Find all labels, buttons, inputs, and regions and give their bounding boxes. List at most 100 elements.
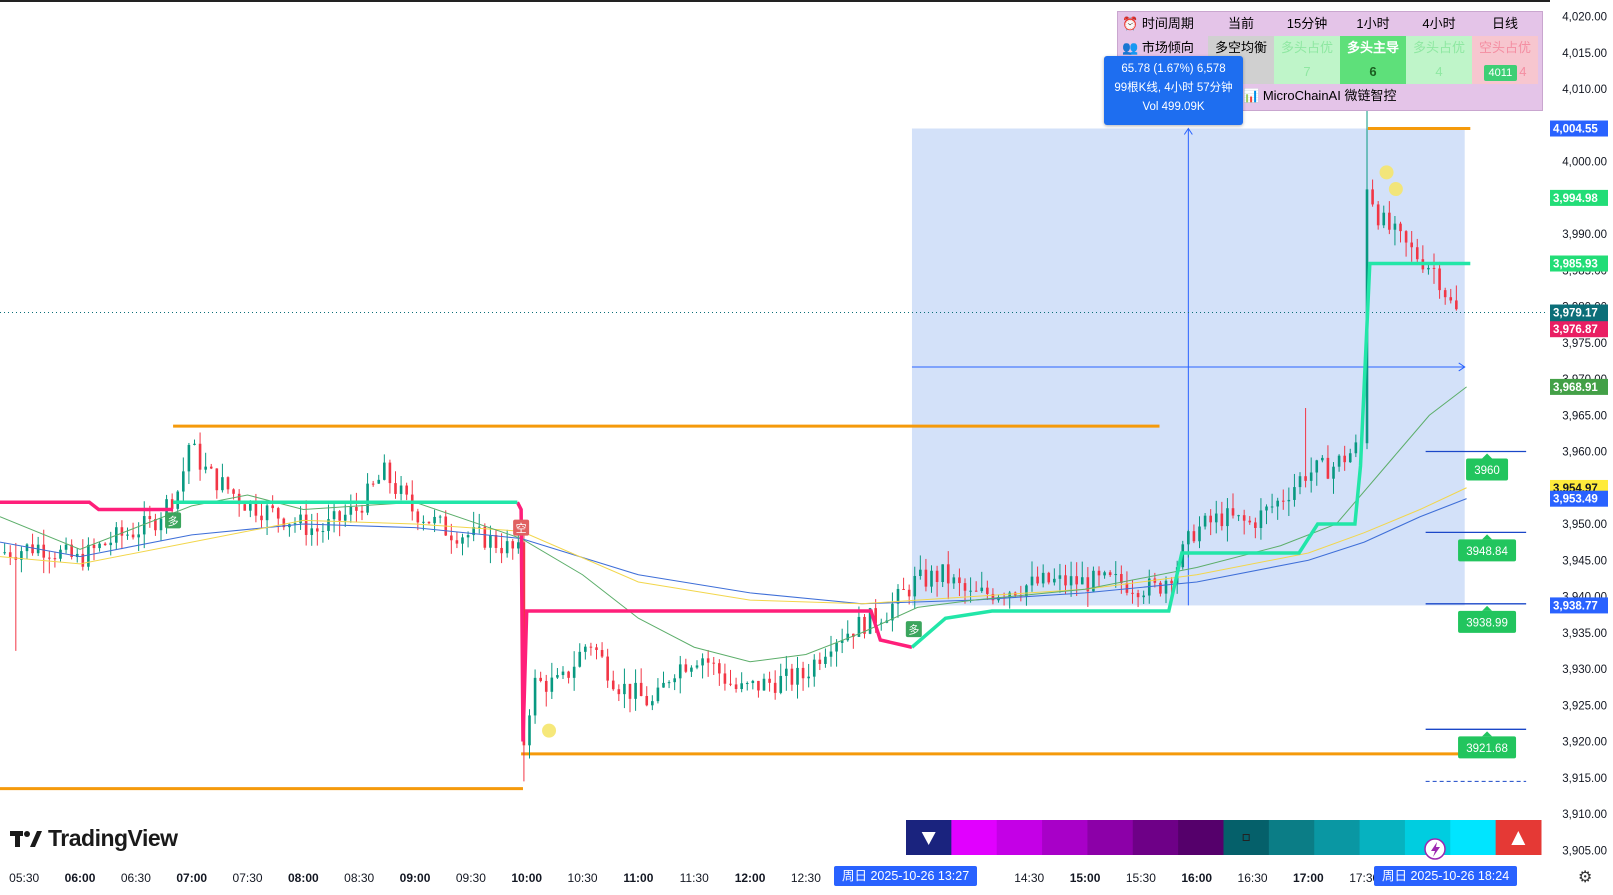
candle-body: [1142, 595, 1145, 598]
y-tick-label: 3,905.00: [1562, 845, 1607, 857]
score-4h: 4: [1406, 60, 1472, 84]
level-tag: [1458, 736, 1517, 759]
timeframe-row: ⏰ 时间周期 当前 15分钟 1小时 4小时 日线: [1118, 12, 1542, 36]
score-15m: 7: [1274, 60, 1340, 84]
signal-dot: [542, 723, 557, 738]
supertrend-down-line: [515, 501, 913, 742]
candle-body: [941, 564, 944, 583]
candle-body: [1259, 510, 1263, 528]
candle-body: [1304, 476, 1307, 481]
candle-body: [1410, 242, 1413, 248]
candle-body: [656, 687, 660, 702]
candle-body: [260, 515, 263, 521]
y-tick-label: 4,015.00: [1562, 48, 1607, 60]
candle-body: [662, 682, 665, 688]
y-tick-label: 3,915.00: [1562, 773, 1607, 785]
candle-body: [316, 528, 319, 532]
bias-row: 👥 市场倾向 多空均衡 多头占优 多头主导 多头占优 空头占优: [1118, 36, 1542, 60]
momentum-bar-cell: [1223, 820, 1270, 855]
candle-body: [701, 658, 704, 666]
candle-body: [310, 528, 314, 535]
candle-body: [81, 553, 85, 567]
candle-body: [226, 477, 230, 490]
candle-body: [807, 676, 810, 679]
level-tag-text: 3960: [1474, 465, 1500, 477]
x-tick-label: 07:30: [233, 871, 263, 885]
level-tag: [1458, 539, 1517, 562]
candle-body: [712, 662, 716, 664]
signal-dot: [1388, 182, 1403, 197]
candle-body: [293, 523, 297, 525]
candle-body: [1287, 499, 1291, 502]
candle-body: [1053, 578, 1056, 583]
candle-body: [963, 583, 967, 591]
tf-1d: 日线: [1491, 16, 1518, 31]
candle-body: [852, 633, 855, 637]
candle-body: [427, 521, 431, 524]
x-tick-label: 11:00: [623, 871, 653, 885]
candle-body: [405, 485, 408, 495]
candle-body: [1348, 453, 1352, 463]
candle-body: [924, 569, 928, 587]
candle-body: [684, 664, 688, 672]
price-label-tag: [1550, 378, 1608, 395]
candle-body: [639, 682, 643, 697]
up-triangle-icon: [1511, 831, 1526, 845]
candle-body: [1125, 583, 1129, 593]
y-tick-label: 3,935.00: [1562, 628, 1607, 640]
candle-body: [818, 659, 822, 664]
candle-body: [628, 683, 632, 699]
candle-body: [589, 646, 593, 648]
measure-tooltip: 65.78 (1.67%) 6,578 99根K线, 4小时 57分钟 Vol …: [1104, 56, 1243, 125]
candle-body: [25, 544, 29, 552]
short-signal-marker-label: 空: [516, 521, 527, 535]
supertrend-up-line: [910, 261, 1471, 649]
candle-body: [1281, 500, 1285, 502]
candle-body: [1226, 508, 1229, 527]
price-label-text: 3,976.87: [1553, 324, 1598, 336]
bias-4h: 多头占优: [1406, 36, 1472, 60]
candle-body: [120, 527, 124, 536]
bias-current: 多空均衡: [1208, 36, 1274, 60]
candle-body: [1455, 300, 1458, 310]
candle-body: [902, 588, 905, 590]
candle-body: [673, 678, 676, 683]
x-tick-label: 10:30: [568, 871, 598, 885]
candle-body: [304, 514, 308, 535]
candle-body: [544, 680, 548, 692]
candle-body: [1136, 593, 1140, 598]
candle-body: [500, 547, 503, 554]
candle-body: [494, 535, 498, 548]
price-label-text: 3,985.93: [1553, 259, 1598, 271]
tf-15m: 15分钟: [1286, 16, 1328, 31]
candle-body: [1075, 576, 1078, 585]
candle-body: [31, 544, 34, 554]
candle-body: [221, 477, 224, 491]
candle-body: [1315, 460, 1319, 473]
level-tag-pointer: [1482, 605, 1493, 611]
price-label-tag: [1550, 490, 1608, 507]
candle-body: [584, 646, 587, 652]
x-tick-label: 10:00: [511, 871, 542, 885]
candle-body: [59, 549, 62, 559]
candle-body: [137, 534, 140, 538]
crosshair-date-end: 周日 2025-10-26 18:24: [1374, 866, 1518, 886]
candle-body: [572, 666, 576, 678]
candle-body: [969, 590, 972, 592]
candle-body: [801, 667, 805, 679]
y-tick-label: 3,930.00: [1562, 664, 1607, 676]
candle-body: [634, 682, 637, 699]
candle-body: [1192, 531, 1196, 542]
candle-body: [438, 516, 442, 518]
candle-body: [483, 526, 487, 548]
crosshair-date-start: 周日 2025-10-26 13:27: [834, 866, 978, 886]
candle-body: [533, 677, 537, 716]
candle-body: [1309, 472, 1313, 481]
x-tick-label: 09:00: [400, 871, 431, 885]
y-tick-label: 3,950.00: [1562, 519, 1607, 531]
long-signal-marker: [905, 621, 922, 638]
candle-body: [450, 535, 453, 541]
settings-gear-icon[interactable]: ⚙: [1578, 869, 1593, 886]
